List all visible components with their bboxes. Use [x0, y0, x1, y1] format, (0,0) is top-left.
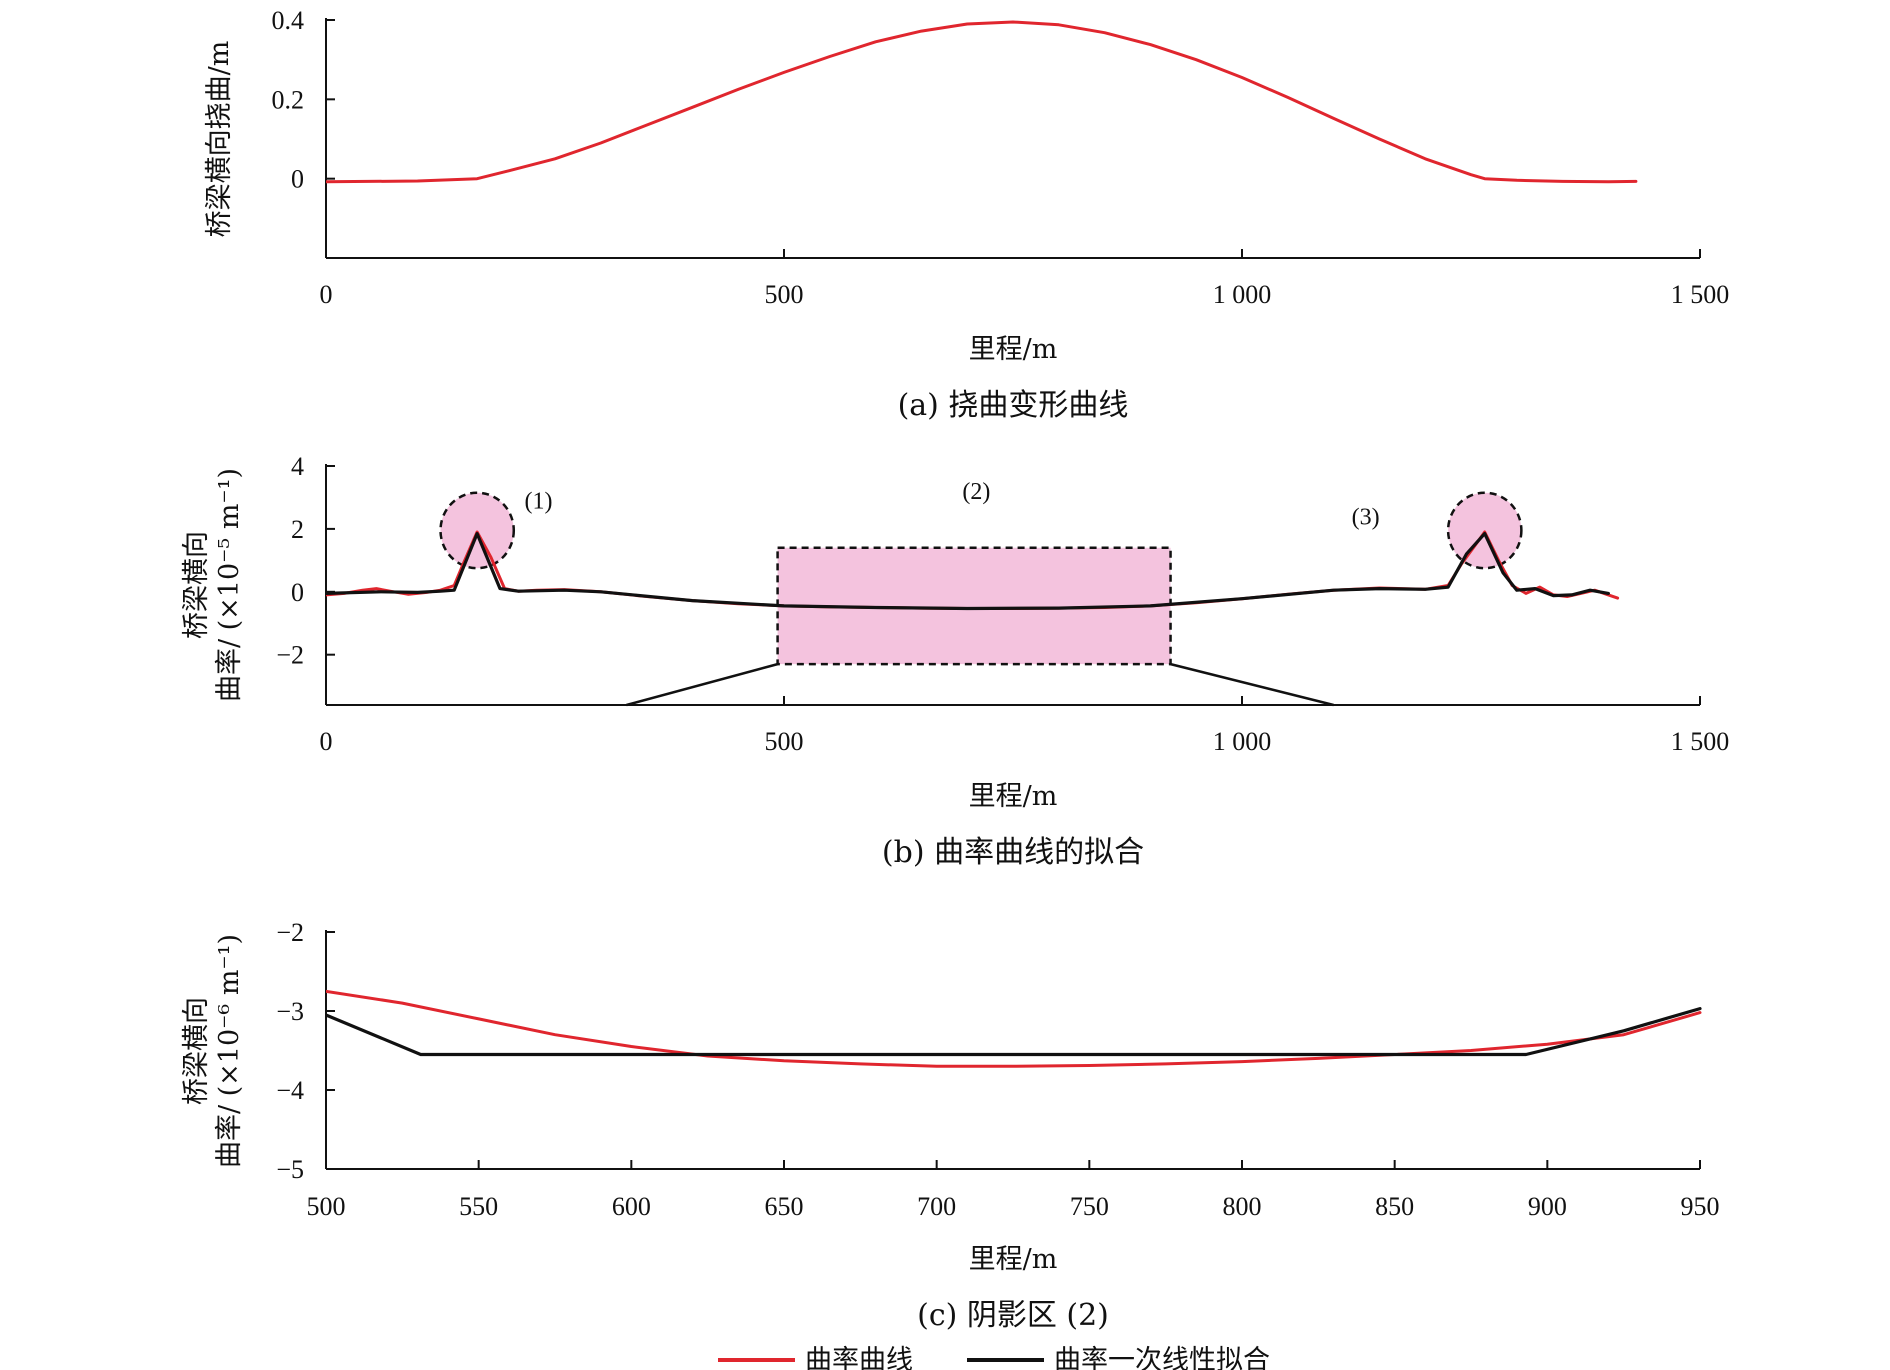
x-axis-title: 里程/m	[969, 334, 1058, 365]
panel-caption: (a) 挠曲变形曲线	[898, 388, 1129, 423]
x-tick-label: 800	[1223, 1192, 1262, 1221]
series-fit-line	[326, 531, 1611, 611]
x-tick-label: 650	[765, 1192, 804, 1221]
x-tick-label: 500	[765, 727, 804, 756]
y-tick-label: 0.2	[272, 85, 305, 114]
y-tick-label: −3	[276, 997, 304, 1026]
y-tick-label: 0.4	[272, 6, 305, 35]
y-tick-label: −5	[276, 1155, 304, 1184]
panel-caption: (b) 曲率曲线的拟合	[882, 835, 1144, 870]
y-tick-label: −4	[276, 1076, 304, 1105]
panel-c: 500 550 600 650 700 750 800 850 900 950 −5 −4 −3 −2 里程…	[181, 918, 1720, 1333]
x-tick-label: 850	[1375, 1192, 1414, 1221]
x-tick-label: 500	[765, 280, 804, 309]
x-axis-title: 里程/m	[969, 781, 1058, 812]
x-tick-label: 500	[307, 1192, 346, 1221]
x-tick-label: 1 500	[1671, 280, 1730, 309]
x-tick-label: 950	[1681, 1192, 1720, 1221]
y-tick-label: −2	[276, 918, 304, 947]
y-axis-title-line1: 桥梁横向	[181, 531, 212, 639]
annotation-2: (2)	[962, 479, 990, 505]
legend-curvature-label: 曲率曲线	[805, 1345, 913, 1370]
x-axis-title: 里程/m	[969, 1244, 1058, 1275]
x-tick-label: 1 500	[1671, 727, 1730, 756]
panel-a: 0 500 1 000 1 500 0 0.2 0.4 里程/m 桥梁横向挠曲/m (a) 挠曲变…	[204, 6, 1729, 423]
series-curvature-line	[326, 989, 1702, 1068]
y-axis-title: 桥梁横向挠曲/m	[204, 41, 235, 238]
annotation-3: (3)	[1352, 504, 1380, 530]
panel-caption: (c) 阴影区 (2)	[917, 1298, 1109, 1333]
legend-fit-label: 曲率一次线性拟合	[1054, 1345, 1270, 1370]
y-axis-title-line2: 曲率/ (×10⁻⁶ m⁻¹)	[214, 934, 245, 1168]
legend: 曲率曲线 曲率一次线性拟合	[718, 1345, 1270, 1370]
zoom-connector-right	[1170, 662, 1334, 707]
y-axis-title-line1: 桥梁横向	[181, 997, 212, 1105]
y-tick-label: 0	[291, 578, 304, 607]
x-tick-label: 900	[1528, 1192, 1567, 1221]
y-tick-label: −2	[276, 641, 304, 670]
x-tick-label: 1 000	[1213, 280, 1272, 309]
x-tick-label: 1 000	[1213, 727, 1272, 756]
series-curvature-line	[326, 20, 1638, 184]
x-tick-label: 750	[1070, 1192, 1109, 1221]
annotation-1: (1)	[525, 489, 553, 515]
highlight-ellipse-3	[1446, 491, 1523, 570]
y-axis-title-line2: 曲率/ (×10⁻⁵ m⁻¹)	[214, 468, 245, 702]
x-tick-label: 0	[320, 280, 333, 309]
x-tick-label: 550	[459, 1192, 498, 1221]
highlight-ellipse-1	[439, 491, 516, 570]
y-tick-label: 0	[291, 165, 304, 194]
x-tick-label: 700	[917, 1192, 956, 1221]
y-tick-label: 4	[291, 452, 304, 481]
x-tick-label: 0	[320, 727, 333, 756]
y-tick-label: 2	[291, 515, 304, 544]
zoom-connector-left	[626, 662, 778, 707]
series-fit-line	[326, 1006, 1702, 1057]
x-tick-label: 600	[612, 1192, 651, 1221]
panel-b: 0 500 1 000 1 500 −2 0 2 4 (1) (2) (3) 里程/m 桥梁横向 曲率/ …	[181, 452, 1729, 870]
